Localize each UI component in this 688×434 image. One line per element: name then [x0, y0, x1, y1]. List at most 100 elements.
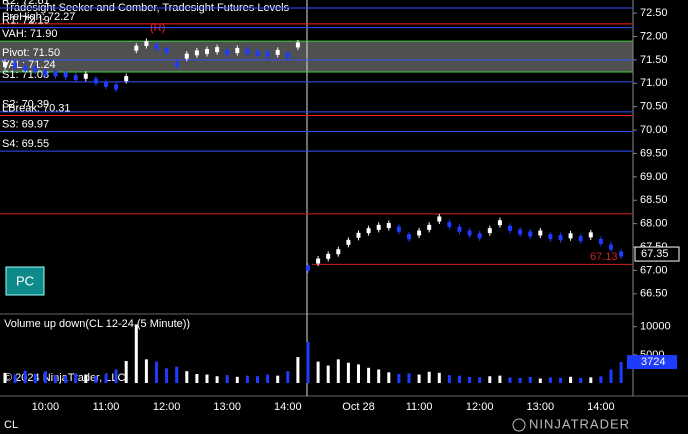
candle-body: [336, 249, 341, 255]
volume-bar: [185, 371, 189, 383]
candle-body: [245, 48, 250, 54]
volume-bar: [124, 361, 128, 383]
candle-body: [114, 84, 119, 90]
volume-bar: [458, 375, 461, 383]
volume-last-label: 3724: [641, 356, 665, 368]
volume-bar: [144, 359, 148, 383]
volume-bar: [74, 373, 78, 383]
y-tick-label: 72.50: [640, 7, 668, 19]
y-tick-label: 72.00: [640, 30, 668, 42]
volume-bar: [326, 365, 330, 383]
volume-bar: [245, 375, 249, 383]
candle-body: [285, 52, 290, 58]
candle-body: [23, 65, 28, 71]
last-price-box: [634, 246, 680, 262]
volume-bar: [447, 375, 451, 383]
candle-body: [104, 81, 108, 87]
volume-bar: [104, 373, 108, 383]
volume-bar: [23, 370, 27, 383]
volume-bar: [346, 362, 350, 383]
candle-body: [598, 238, 603, 244]
candle-body: [235, 48, 240, 54]
volume-bar: [599, 376, 603, 383]
candle-body: [194, 50, 199, 56]
candle-body: [588, 232, 593, 238]
candle-body: [83, 73, 88, 79]
volume-bar: [165, 368, 169, 383]
volume-bar: [538, 378, 542, 383]
y-tick-label: 70.50: [640, 101, 668, 113]
candle-body: [255, 50, 260, 56]
candle-body: [93, 78, 98, 84]
candle-body: [477, 233, 482, 239]
volume-bar: [215, 376, 219, 383]
candle-body: [295, 42, 300, 48]
volume-bar: [468, 376, 472, 383]
candle-body: [609, 244, 613, 250]
volume-bar: [397, 373, 401, 383]
volume-bar: [589, 377, 593, 383]
candle-body: [487, 228, 492, 234]
x-tick-label: 12:00: [153, 401, 181, 413]
candle-body: [356, 232, 361, 238]
pc-button[interactable]: PC: [5, 266, 45, 296]
y-tick-label: 69.50: [640, 147, 668, 159]
x-tick-label: 10:00: [32, 401, 60, 413]
candle-body: [124, 76, 129, 82]
candle-body: [497, 220, 502, 226]
volume-bar: [518, 377, 522, 383]
x-tick-label: Oct 28: [342, 401, 374, 413]
candle-body: [174, 62, 179, 68]
candle-body: [316, 258, 321, 264]
candle-body: [548, 234, 553, 240]
volume-bar: [508, 377, 512, 383]
volume-title: Volume up down(CL 12-24 (5 Minute)): [4, 318, 190, 330]
volume-bar: [569, 376, 573, 383]
x-tick-label: 13:00: [213, 401, 241, 413]
x-tick-label: 14:00: [274, 401, 302, 413]
volume-tick-label: 10000: [640, 321, 671, 333]
candle-body: [538, 230, 543, 236]
candle-body: [154, 44, 159, 50]
level-label: 67.13: [590, 251, 618, 263]
candle-body: [518, 229, 523, 235]
candle-body: [396, 226, 401, 232]
volume-bar: [367, 367, 371, 383]
volume-bar: [205, 374, 209, 383]
volume-bar: [377, 369, 381, 383]
candle-body: [134, 45, 139, 51]
candle-body: [508, 225, 512, 231]
volume-bar: [437, 372, 441, 383]
level-label: VAH: 71.90: [2, 28, 57, 40]
volume-bar: [498, 375, 502, 383]
button-bg[interactable]: [5, 266, 45, 296]
volume-bar: [407, 373, 411, 383]
volume-bar: [114, 369, 118, 383]
candle-body: [407, 234, 411, 240]
candle-body: [558, 235, 563, 241]
candle-body: [306, 265, 310, 271]
x-tick-label: 14:00: [587, 401, 615, 413]
volume-bar: [296, 357, 300, 383]
candle-body: [3, 62, 7, 68]
level-label: S4: 69.55: [2, 138, 49, 150]
value-area: [0, 41, 633, 73]
y-tick-label: 67.00: [640, 264, 668, 276]
candle-body: [144, 41, 149, 47]
logo-icon: [512, 418, 526, 432]
symbol: CL: [4, 419, 18, 431]
candle-body: [346, 239, 351, 245]
candle-body: [386, 223, 391, 229]
candle-body: [265, 51, 270, 57]
candle-body: [437, 216, 442, 222]
button-label[interactable]: PC: [16, 273, 34, 288]
volume-bar: [579, 377, 583, 383]
x-tick-label: 11:00: [406, 401, 433, 413]
candle-body: [164, 48, 169, 54]
candle-body: [13, 63, 18, 69]
candle-body: [33, 66, 38, 72]
candle-body: [376, 224, 381, 230]
volume-bar: [175, 366, 179, 383]
y-tick-label: 71.00: [640, 77, 668, 89]
y-tick-label: 70.00: [640, 124, 668, 136]
